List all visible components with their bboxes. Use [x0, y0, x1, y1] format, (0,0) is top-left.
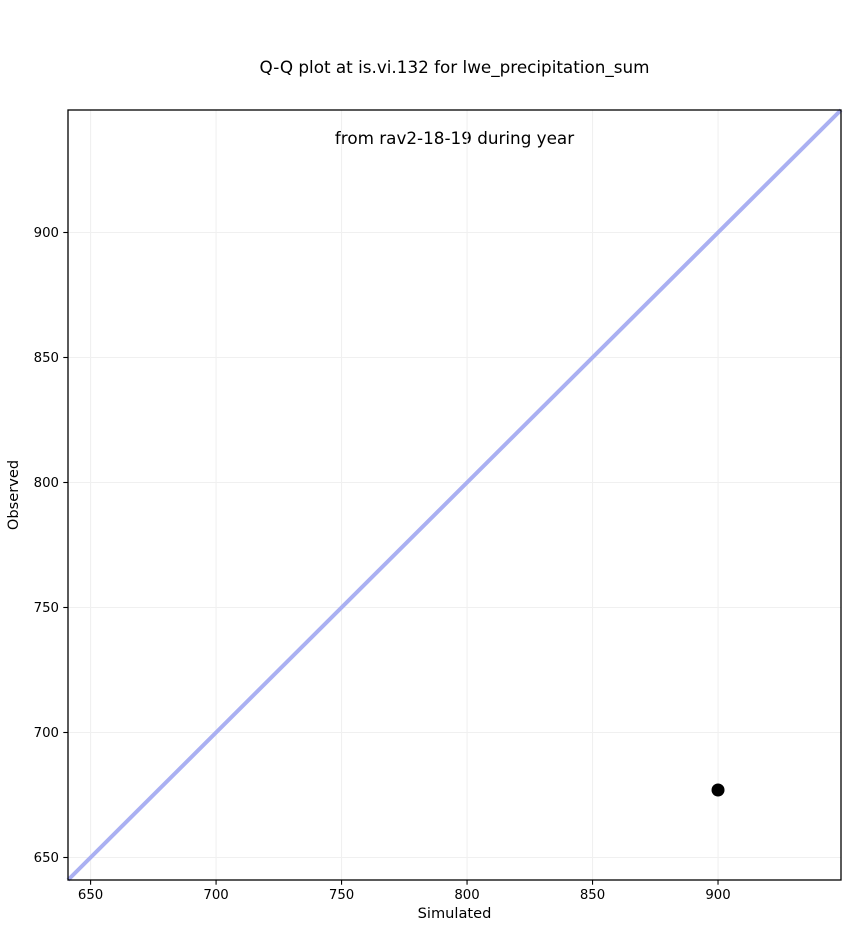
plot-title-line-2: from rav2-18-19 during year: [334, 127, 575, 148]
plot-title-line-1: Q-Q plot at is.vi.132 for lwe_precipitat…: [259, 57, 650, 77]
y-tick-label-750: 750: [34, 601, 59, 616]
y-axis-label: Observed: [5, 460, 22, 530]
y-tick-label-700: 700: [34, 726, 59, 741]
x-tick-label-850: 850: [580, 888, 605, 903]
plot-title: Q-Q plot at is.vi.132 for lwe_precipitat…: [68, 9, 841, 197]
data-point: [711, 783, 725, 797]
y-tick-label-650: 650: [34, 851, 59, 866]
x-tick-label-700: 700: [203, 888, 228, 903]
x-tick-label-800: 800: [454, 888, 479, 903]
x-tick-label-900: 900: [705, 888, 730, 903]
y-tick-label-900: 900: [34, 226, 59, 241]
y-tick-label-800: 800: [34, 476, 59, 491]
plot-border: [67, 109, 842, 881]
identity-line: [66, 108, 843, 882]
x-axis-label: Simulated: [418, 905, 492, 922]
x-tick-label-650: 650: [78, 888, 103, 903]
y-tick-label-850: 850: [34, 351, 59, 366]
x-tick-label-750: 750: [329, 888, 354, 903]
